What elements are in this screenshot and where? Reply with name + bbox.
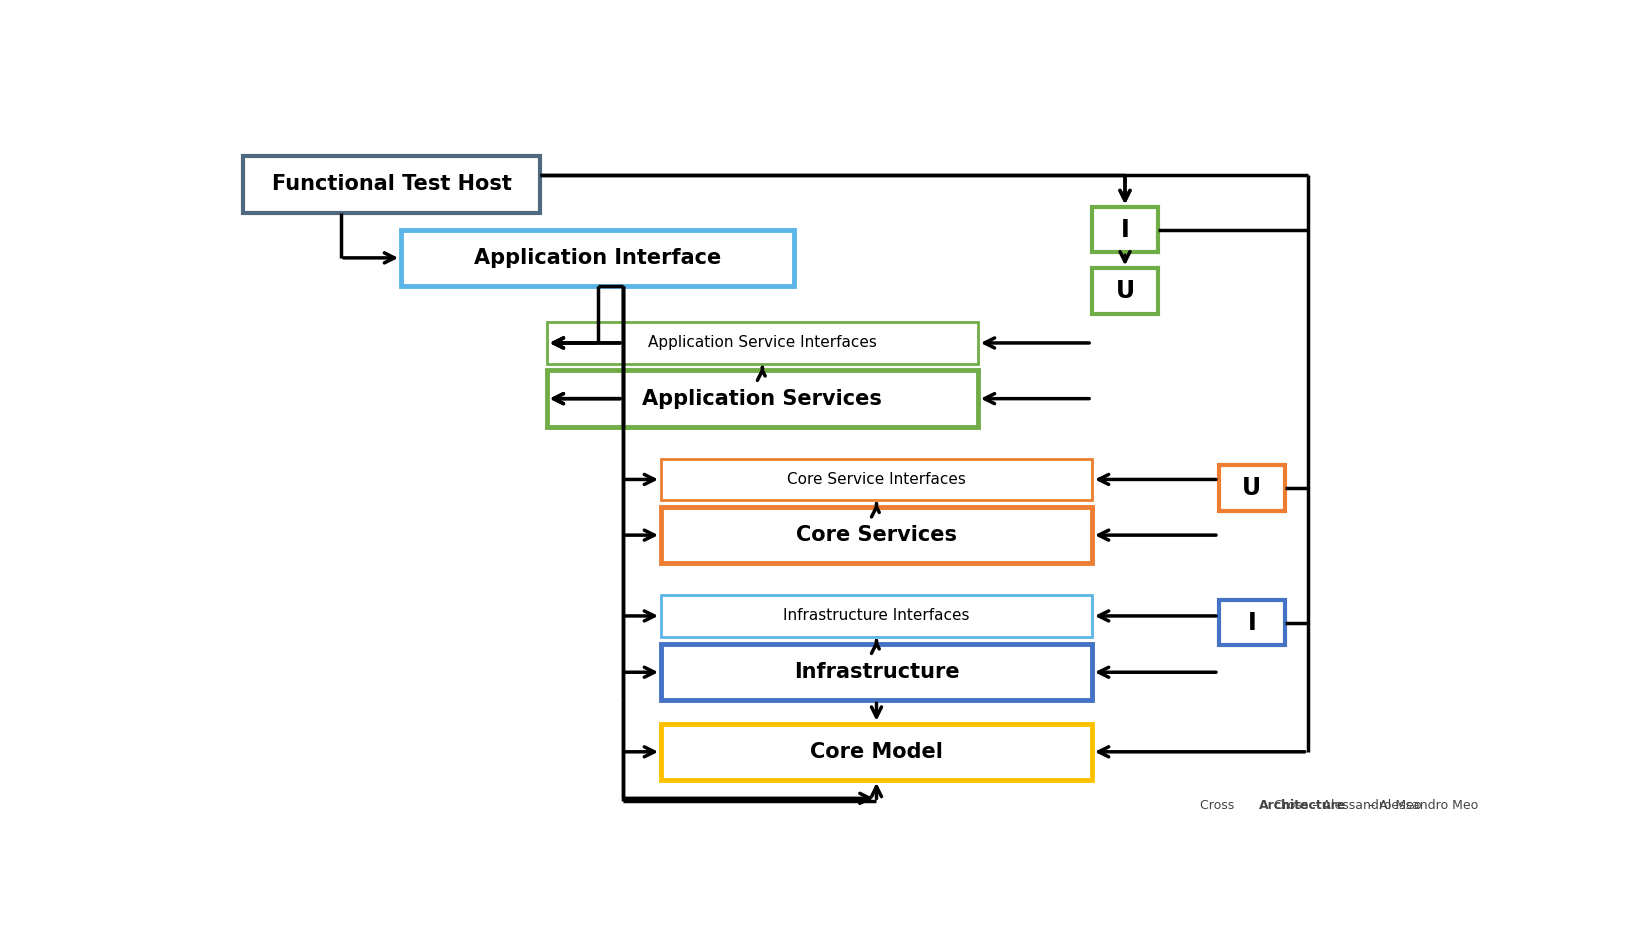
FancyBboxPatch shape — [661, 458, 1093, 500]
FancyBboxPatch shape — [661, 595, 1093, 637]
FancyBboxPatch shape — [1219, 465, 1284, 511]
FancyBboxPatch shape — [1093, 207, 1158, 252]
Text: – Alessandro Meo: – Alessandro Meo — [1364, 800, 1477, 813]
Text: Core Service Interfaces: Core Service Interfaces — [787, 472, 965, 487]
FancyBboxPatch shape — [661, 507, 1093, 564]
Text: Functional Test Host: Functional Test Host — [272, 175, 512, 194]
Text: I: I — [1247, 611, 1256, 634]
FancyBboxPatch shape — [661, 644, 1093, 700]
Text: Infrastructure Interfaces: Infrastructure Interfaces — [784, 608, 970, 623]
Text: Infrastructure: Infrastructure — [793, 662, 959, 683]
FancyBboxPatch shape — [1219, 600, 1284, 645]
Text: I: I — [1121, 218, 1129, 242]
Text: Application Interface: Application Interface — [474, 248, 721, 268]
FancyBboxPatch shape — [401, 230, 793, 286]
FancyBboxPatch shape — [1093, 268, 1158, 313]
FancyBboxPatch shape — [661, 724, 1093, 780]
Text: Cross: Cross — [1199, 800, 1238, 813]
Text: U: U — [1116, 279, 1134, 303]
Text: Cross – Alessandro Meo: Cross – Alessandro Meo — [1274, 800, 1422, 813]
Text: U: U — [1242, 476, 1261, 500]
Text: Core Services: Core Services — [797, 525, 957, 545]
Text: Application Service Interfaces: Application Service Interfaces — [648, 336, 877, 351]
Text: Architecture: Architecture — [1260, 800, 1346, 813]
FancyBboxPatch shape — [242, 156, 540, 213]
Text: Core Model: Core Model — [810, 742, 942, 762]
FancyBboxPatch shape — [546, 322, 978, 364]
FancyBboxPatch shape — [546, 370, 978, 427]
Text: Application Services: Application Services — [643, 389, 882, 408]
